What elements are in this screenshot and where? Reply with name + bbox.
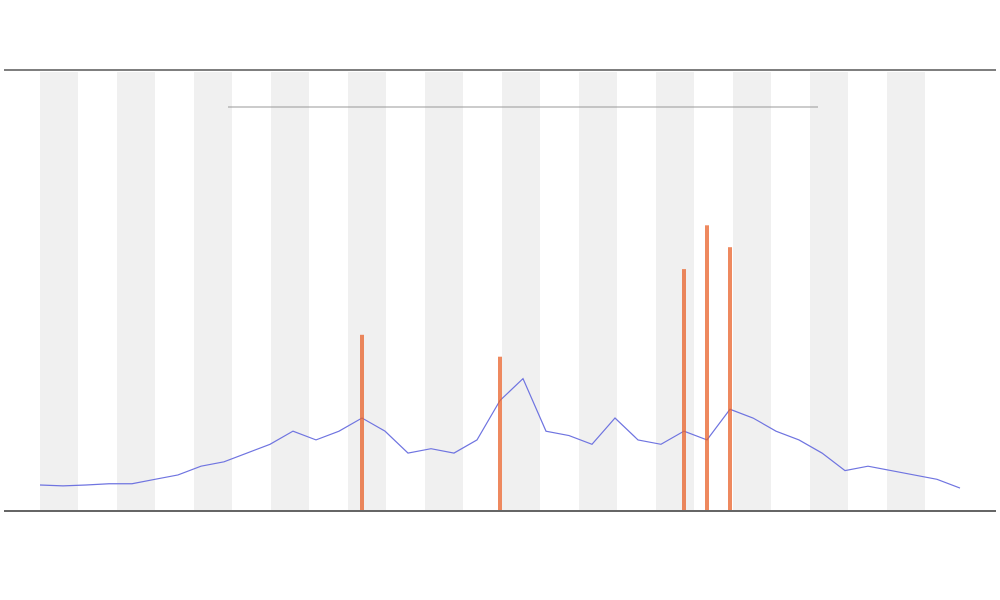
- band: [40, 72, 78, 510]
- band: [579, 72, 617, 510]
- band: [271, 72, 309, 510]
- band: [502, 72, 540, 510]
- band: [887, 72, 925, 510]
- band: [194, 72, 232, 510]
- band-group: [40, 72, 925, 510]
- band: [733, 72, 771, 510]
- band: [117, 72, 155, 510]
- spike: [682, 269, 686, 510]
- band: [810, 72, 848, 510]
- spike: [498, 356, 502, 510]
- band: [348, 72, 386, 510]
- spike: [360, 334, 364, 510]
- spike: [705, 225, 709, 511]
- spike: [728, 247, 732, 510]
- band: [656, 72, 694, 510]
- band: [425, 72, 463, 510]
